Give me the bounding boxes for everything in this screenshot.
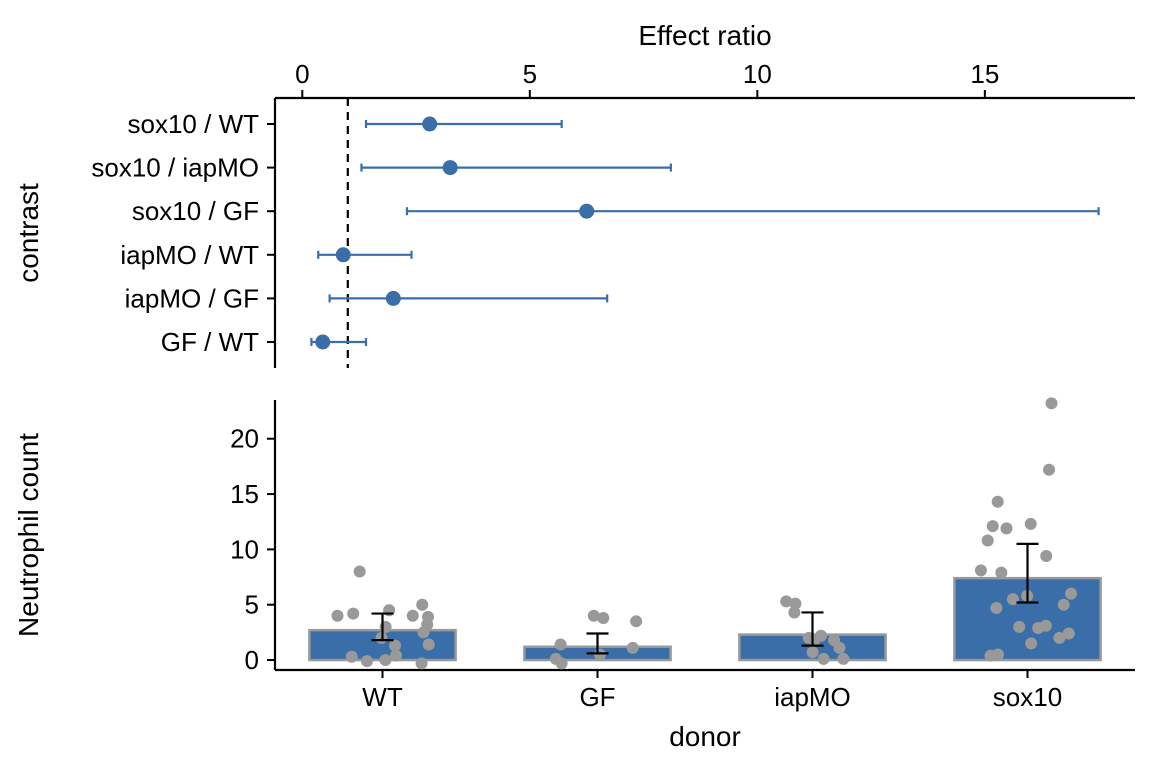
data-point bbox=[1053, 631, 1066, 644]
data-point bbox=[789, 597, 802, 610]
data-point bbox=[390, 649, 403, 662]
data-point bbox=[555, 657, 568, 670]
data-point bbox=[1057, 598, 1070, 611]
data-point bbox=[833, 641, 846, 654]
data-point bbox=[1045, 397, 1058, 410]
estimate-point bbox=[385, 290, 401, 306]
data-point bbox=[995, 566, 1008, 579]
data-point bbox=[1013, 620, 1026, 633]
forest-x-tick-label: 10 bbox=[743, 59, 772, 89]
data-point bbox=[974, 564, 987, 577]
forest-x-tick-label: 5 bbox=[523, 59, 537, 89]
forest-plot-panel: 0 5 10 15 Effect ratio contrast sox10 / WT sox1… bbox=[13, 20, 1135, 368]
data-point bbox=[806, 646, 819, 659]
contrast-label: sox10 / iapMO bbox=[91, 153, 259, 183]
data-point bbox=[331, 609, 344, 622]
data-point bbox=[817, 652, 830, 665]
contrast-label: iapMO / WT bbox=[120, 240, 259, 270]
estimate-point bbox=[422, 116, 438, 132]
contrast-label: sox10 / WT bbox=[128, 109, 260, 139]
data-point bbox=[389, 639, 402, 652]
data-point bbox=[981, 534, 994, 547]
data-point bbox=[1040, 550, 1053, 563]
data-point bbox=[991, 495, 1004, 508]
estimate-point bbox=[315, 334, 331, 350]
data-point bbox=[986, 520, 999, 533]
data-point bbox=[353, 565, 366, 578]
estimate-point bbox=[442, 160, 458, 176]
forest-x-tick-label: 15 bbox=[970, 59, 999, 89]
contrast-label: iapMO / GF bbox=[125, 283, 259, 313]
category-label: sox10 bbox=[993, 682, 1062, 712]
contrast-label: sox10 / GF bbox=[132, 196, 259, 226]
bar-y-tick-label: 5 bbox=[245, 590, 259, 620]
data-point bbox=[417, 626, 430, 639]
data-point bbox=[587, 609, 600, 622]
category-label: GF bbox=[579, 682, 615, 712]
forest-y-axis-title: contrast bbox=[13, 183, 44, 283]
data-point bbox=[1000, 522, 1013, 535]
bar-y-axis-title: Neutrophil count bbox=[13, 433, 44, 637]
data-point bbox=[422, 638, 435, 651]
data-point bbox=[626, 641, 639, 654]
forest-x-axis-title: Effect ratio bbox=[638, 20, 771, 51]
data-point bbox=[1043, 463, 1056, 476]
data-point bbox=[990, 602, 1003, 615]
data-point bbox=[1006, 593, 1019, 606]
estimate-point bbox=[579, 203, 595, 219]
data-point bbox=[593, 648, 606, 661]
data-point bbox=[1024, 517, 1037, 530]
bar-chart-panel: 0 5 10 15 20 Neutrophil count donor WT GF iapMO so… bbox=[13, 397, 1135, 752]
data-point bbox=[630, 615, 643, 628]
bar-y-tick-label: 20 bbox=[230, 424, 259, 454]
data-point bbox=[1032, 621, 1045, 634]
data-point bbox=[554, 638, 567, 651]
data-point bbox=[345, 650, 358, 663]
data-point bbox=[406, 609, 419, 622]
data-point bbox=[1062, 627, 1075, 640]
data-point bbox=[837, 652, 850, 665]
data-point bbox=[1065, 587, 1078, 600]
data-point bbox=[780, 595, 793, 608]
data-point bbox=[597, 611, 610, 624]
data-point bbox=[808, 634, 821, 647]
bar-y-tick-label: 0 bbox=[245, 645, 259, 675]
bar-y-tick-label: 15 bbox=[230, 479, 259, 509]
forest-x-tick-label: 0 bbox=[295, 59, 309, 89]
category-label: WT bbox=[362, 682, 403, 712]
data-point bbox=[984, 649, 997, 662]
data-point bbox=[379, 654, 392, 667]
bar-x-axis-title: donor bbox=[669, 721, 741, 752]
data-point bbox=[360, 655, 373, 668]
data-point bbox=[1025, 637, 1038, 650]
bar-y-tick-label: 10 bbox=[230, 534, 259, 564]
data-point bbox=[347, 607, 360, 620]
estimate-point bbox=[335, 247, 351, 263]
data-point bbox=[415, 657, 428, 670]
data-point bbox=[788, 606, 801, 619]
data-point bbox=[416, 598, 429, 611]
category-label: iapMO bbox=[774, 682, 851, 712]
contrast-label: GF / WT bbox=[161, 327, 259, 357]
